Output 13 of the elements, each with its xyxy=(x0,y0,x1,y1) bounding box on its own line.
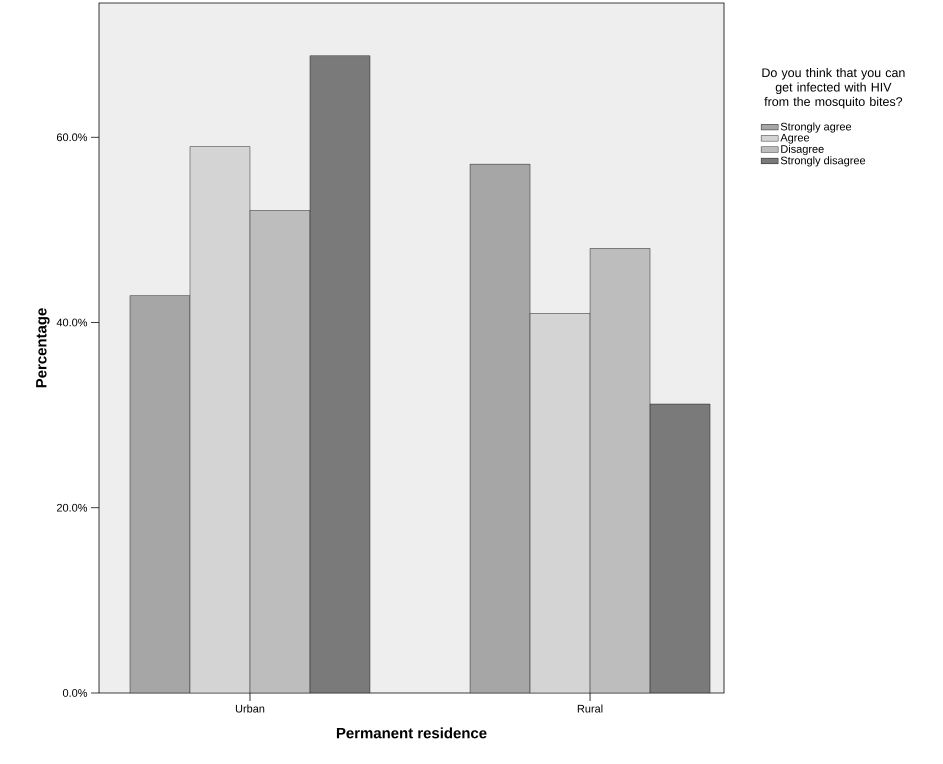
legend-label: Strongly disagree xyxy=(780,156,866,166)
legend-label: Agree xyxy=(780,134,810,144)
legend-label: Disagree xyxy=(781,144,824,156)
y-axis-title: Percentage xyxy=(36,308,50,388)
y-tick-label: 0.0% xyxy=(62,689,88,697)
x-tick-label: Rural xyxy=(578,704,602,713)
x-axis-title: Permanent residence xyxy=(336,727,487,738)
y-tick-label: 20.0% xyxy=(56,504,88,512)
x-tick-label: Urban xyxy=(236,704,264,713)
y-tick-label: 40.0% xyxy=(56,318,88,326)
legend-label: Strongly agree xyxy=(780,122,852,133)
y-tick-label: 60.0% xyxy=(56,133,88,142)
legend-title: Do you think that you can get infected with HIV from the mosquito bites? xyxy=(762,68,905,108)
